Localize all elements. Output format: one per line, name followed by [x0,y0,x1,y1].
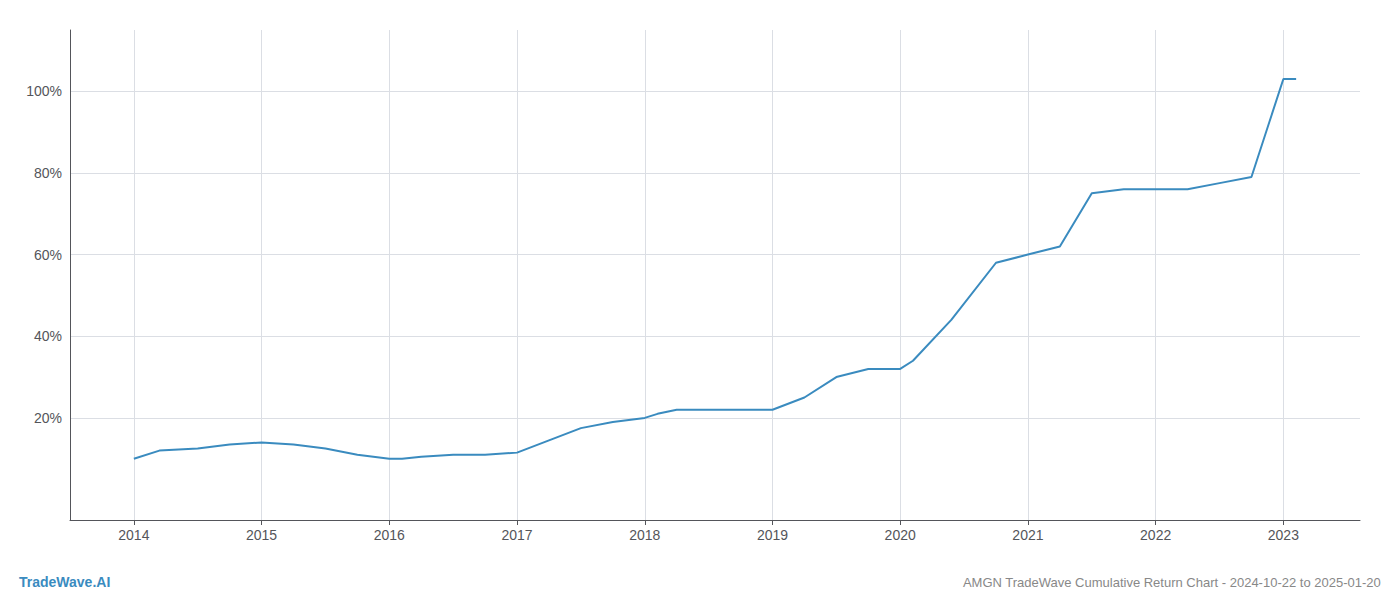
svg-text:TradeWave.AI: TradeWave.AI [19,574,110,590]
svg-text:2015: 2015 [246,527,277,543]
svg-text:40%: 40% [34,328,62,344]
svg-text:2022: 2022 [1140,527,1171,543]
svg-text:2023: 2023 [1268,527,1299,543]
svg-text:60%: 60% [34,247,62,263]
svg-text:100%: 100% [26,83,62,99]
svg-text:2018: 2018 [629,527,660,543]
svg-text:2021: 2021 [1012,527,1043,543]
svg-text:2020: 2020 [885,527,916,543]
svg-text:AMGN TradeWave Cumulative Retu: AMGN TradeWave Cumulative Return Chart -… [963,575,1381,590]
svg-text:2017: 2017 [501,527,532,543]
svg-text:2019: 2019 [757,527,788,543]
svg-text:20%: 20% [34,410,62,426]
svg-text:80%: 80% [34,165,62,181]
svg-text:2016: 2016 [374,527,405,543]
svg-text:2014: 2014 [118,527,149,543]
